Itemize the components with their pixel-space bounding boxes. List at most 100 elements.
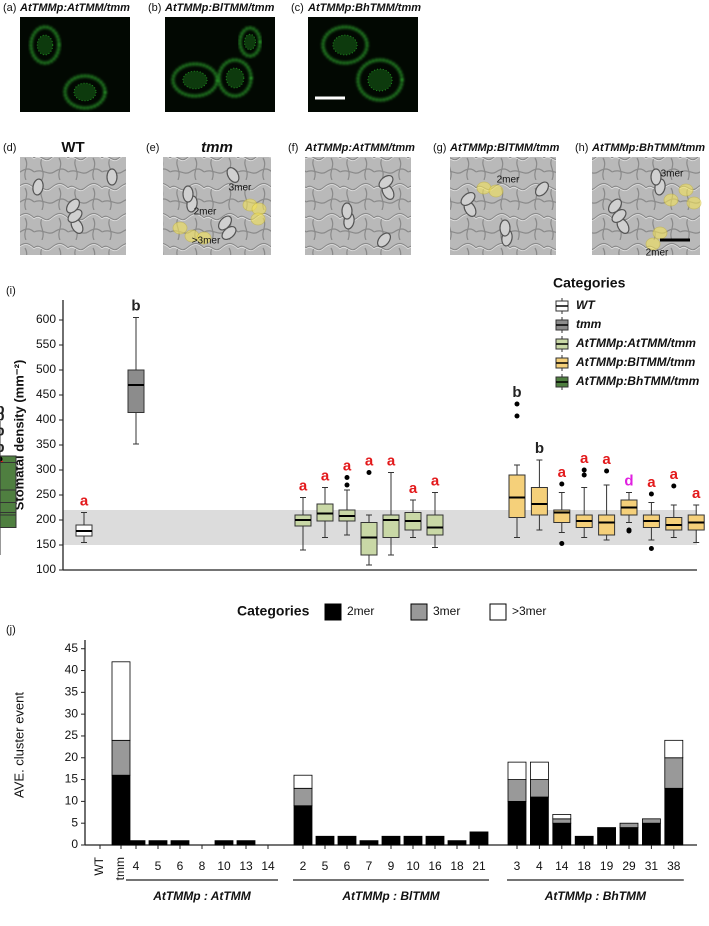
gfp-signal xyxy=(73,82,97,102)
bar-segment xyxy=(642,818,661,824)
bar-segment xyxy=(664,787,684,846)
legend-label: WT xyxy=(576,298,596,312)
box xyxy=(665,517,683,531)
x-tick-label: 10 xyxy=(217,859,231,873)
gfp-signal xyxy=(321,25,369,65)
outlier xyxy=(344,482,350,488)
box xyxy=(598,514,616,536)
bar-segment xyxy=(507,779,527,802)
bar-segment xyxy=(552,814,572,820)
x-tick-label: 18 xyxy=(578,859,592,873)
bar-segment xyxy=(574,835,594,846)
dic-image xyxy=(305,157,411,255)
significance-letter: a xyxy=(431,472,440,489)
outlier xyxy=(648,546,654,551)
y-tick-label: 600 xyxy=(36,312,56,326)
significance-letter: b xyxy=(0,439,5,456)
y-tick-label: 100 xyxy=(36,562,56,576)
stoma xyxy=(32,178,44,196)
annotation: 2mer xyxy=(194,207,217,218)
panel-label: (j) xyxy=(6,624,16,636)
significance-letter: a xyxy=(80,492,89,509)
box xyxy=(0,462,17,491)
gfp-signal xyxy=(367,68,393,92)
bar-segment xyxy=(552,818,572,824)
y-tick-label: 40 xyxy=(65,663,79,677)
annotation: 3mer xyxy=(661,169,684,180)
significance-letter: a xyxy=(321,467,330,484)
box xyxy=(530,487,548,516)
y-tick-label: 0 xyxy=(71,837,78,851)
y-tick-label: 200 xyxy=(36,512,56,526)
outlier xyxy=(559,541,565,546)
significance-letter: a xyxy=(602,451,611,468)
y-tick-label: 5 xyxy=(71,815,78,829)
micrographs xyxy=(20,17,702,255)
box xyxy=(360,522,378,556)
legend-label: 3mer xyxy=(433,604,460,618)
x-tick-label: 18 xyxy=(450,859,464,873)
panel-title: AtTMMp:BlTMM/tmm xyxy=(449,142,560,154)
x-tick-label: 14 xyxy=(555,859,569,873)
stoma xyxy=(65,198,81,214)
fluorescence-image xyxy=(165,17,275,112)
legend-swatch xyxy=(410,603,428,621)
legend-label: tmm xyxy=(576,317,602,331)
stoma xyxy=(460,191,476,207)
outlier xyxy=(514,401,520,407)
bar-segment xyxy=(359,840,379,846)
x-tick-label: 2 xyxy=(300,859,307,873)
bar-segment xyxy=(293,774,313,789)
gfp-signal xyxy=(182,70,208,90)
cluster-highlight xyxy=(686,196,702,210)
legend-title: Categories xyxy=(237,603,310,619)
x-tick-label: 3 xyxy=(514,859,521,873)
bar-segment xyxy=(425,835,445,846)
cluster-highlight xyxy=(172,221,188,235)
bar-segment xyxy=(507,800,527,846)
panel-title: AtTMMp:BhTMM/tmm xyxy=(307,2,421,14)
significance-letter: b xyxy=(0,407,5,424)
x-tick-label: 10 xyxy=(406,859,420,873)
x-tick-label: 4 xyxy=(536,859,543,873)
annotation: 3mer xyxy=(229,183,252,194)
bar-segment xyxy=(111,739,131,776)
x-tick-label: tmm xyxy=(113,857,127,880)
stoma xyxy=(607,198,623,214)
legend-swatch xyxy=(489,603,507,621)
bar-segment xyxy=(619,822,639,828)
significance-letter: b xyxy=(131,297,140,314)
box xyxy=(127,369,145,413)
bar-segment xyxy=(214,840,234,846)
significance-letter: a xyxy=(409,480,418,497)
bar-segment xyxy=(447,840,467,846)
box xyxy=(508,474,526,518)
panel-title: WT xyxy=(61,139,84,156)
panel-label: (i) xyxy=(6,285,16,297)
panel-title: AtTMMp:AtTMM/tmm xyxy=(19,2,130,14)
bar-segment xyxy=(530,779,549,798)
annotation: 2mer xyxy=(646,248,669,259)
bar-segment xyxy=(597,827,616,846)
cluster-highlight xyxy=(678,183,694,197)
legend-label: AtTMMp:AtTMM/tmm xyxy=(575,336,696,350)
significance-letter: a xyxy=(580,450,589,467)
bar-segment xyxy=(111,774,131,846)
stoma xyxy=(106,168,118,186)
outlier xyxy=(581,467,587,473)
legend-label: AtTMMp:BhTMM/tmm xyxy=(575,374,700,388)
stoma xyxy=(378,174,394,190)
y-tick-label: 300 xyxy=(36,462,56,476)
stoma xyxy=(226,167,240,183)
x-tick-label: 19 xyxy=(600,859,614,873)
stoma xyxy=(534,181,550,197)
gfp-signal xyxy=(238,26,262,58)
outlier xyxy=(0,456,3,462)
cluster-highlight xyxy=(488,184,504,198)
outlier xyxy=(671,483,677,489)
y-tick-label: 550 xyxy=(36,337,56,351)
significance-letter: b xyxy=(535,440,544,457)
annotation: >3mer xyxy=(192,236,221,247)
y-tick-label: 10 xyxy=(65,794,79,808)
